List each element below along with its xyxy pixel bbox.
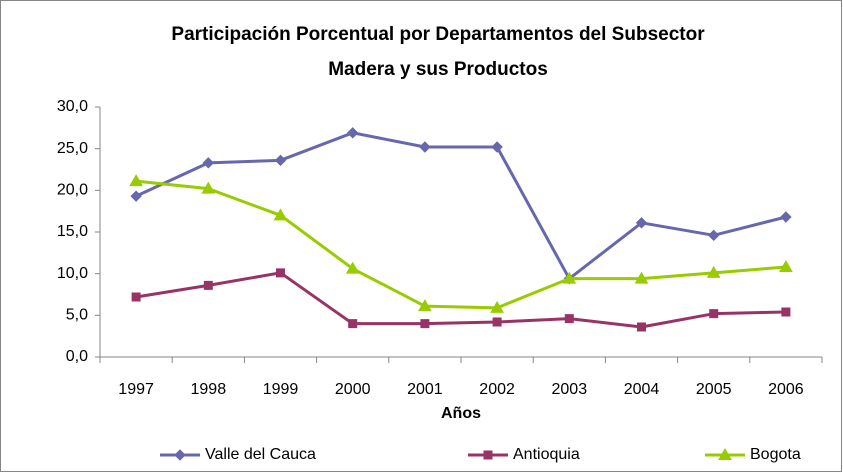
data-point (418, 299, 432, 312)
data-point (637, 322, 646, 332)
x-tick-label: 2003 (552, 381, 588, 398)
y-tick-label: 10,0 (57, 265, 88, 282)
data-point (490, 300, 504, 313)
series-line (135, 131, 787, 281)
data-point (202, 157, 215, 169)
y-tick-label: 25,0 (57, 140, 88, 157)
data-point (781, 307, 791, 317)
x-tick-label: 2000 (335, 381, 371, 398)
data-point (707, 229, 720, 242)
chart-title: Madera y sus Productos (328, 59, 548, 80)
data-point (131, 292, 141, 302)
y-tick-label: 30,0 (57, 98, 88, 115)
legend-label: Bogota (750, 446, 801, 463)
data-point (273, 208, 288, 221)
data-point (419, 141, 431, 153)
x-tick-label: 2006 (768, 381, 804, 398)
data-point (779, 259, 793, 272)
data-point (420, 319, 430, 329)
data-point (709, 309, 719, 319)
chart-title: Participación Porcentual por Departament… (171, 24, 705, 45)
data-point (345, 261, 360, 274)
y-tick-label: 5,0 (66, 307, 88, 324)
data-point (201, 181, 216, 194)
data-point (635, 217, 648, 229)
y-tick-label: 20,0 (57, 182, 88, 199)
series-line (135, 271, 786, 329)
data-point (492, 317, 502, 327)
data-point (274, 154, 287, 167)
legend-label: Antioquia (513, 446, 580, 463)
x-tick-label: 2005 (696, 381, 732, 398)
x-tick-label: 1997 (118, 381, 154, 398)
x-tick-label: 2001 (407, 381, 443, 398)
data-point (564, 314, 574, 324)
x-tick-label: 2002 (479, 381, 515, 398)
y-tick-label: 0,0 (66, 348, 88, 365)
series-line (135, 179, 787, 310)
x-tick-label: 2004 (624, 381, 660, 398)
data-point (491, 141, 503, 153)
x-tick-label: 1998 (191, 381, 227, 398)
data-point (348, 319, 358, 329)
data-point (706, 265, 721, 278)
legend-marker (718, 447, 732, 460)
data-point (346, 127, 359, 139)
data-point (203, 280, 213, 290)
legend-marker (174, 449, 186, 461)
data-point (562, 271, 577, 284)
data-point (129, 174, 143, 187)
data-point (634, 271, 649, 284)
data-point (130, 190, 142, 202)
x-tick-label: 1999 (263, 381, 299, 398)
data-point (276, 268, 285, 278)
data-point (780, 211, 792, 223)
y-tick-label: 15,0 (57, 223, 88, 240)
legend-marker (483, 450, 493, 460)
x-axis-title: Años (441, 405, 481, 422)
legend-label: Valle del Cauca (205, 446, 316, 463)
